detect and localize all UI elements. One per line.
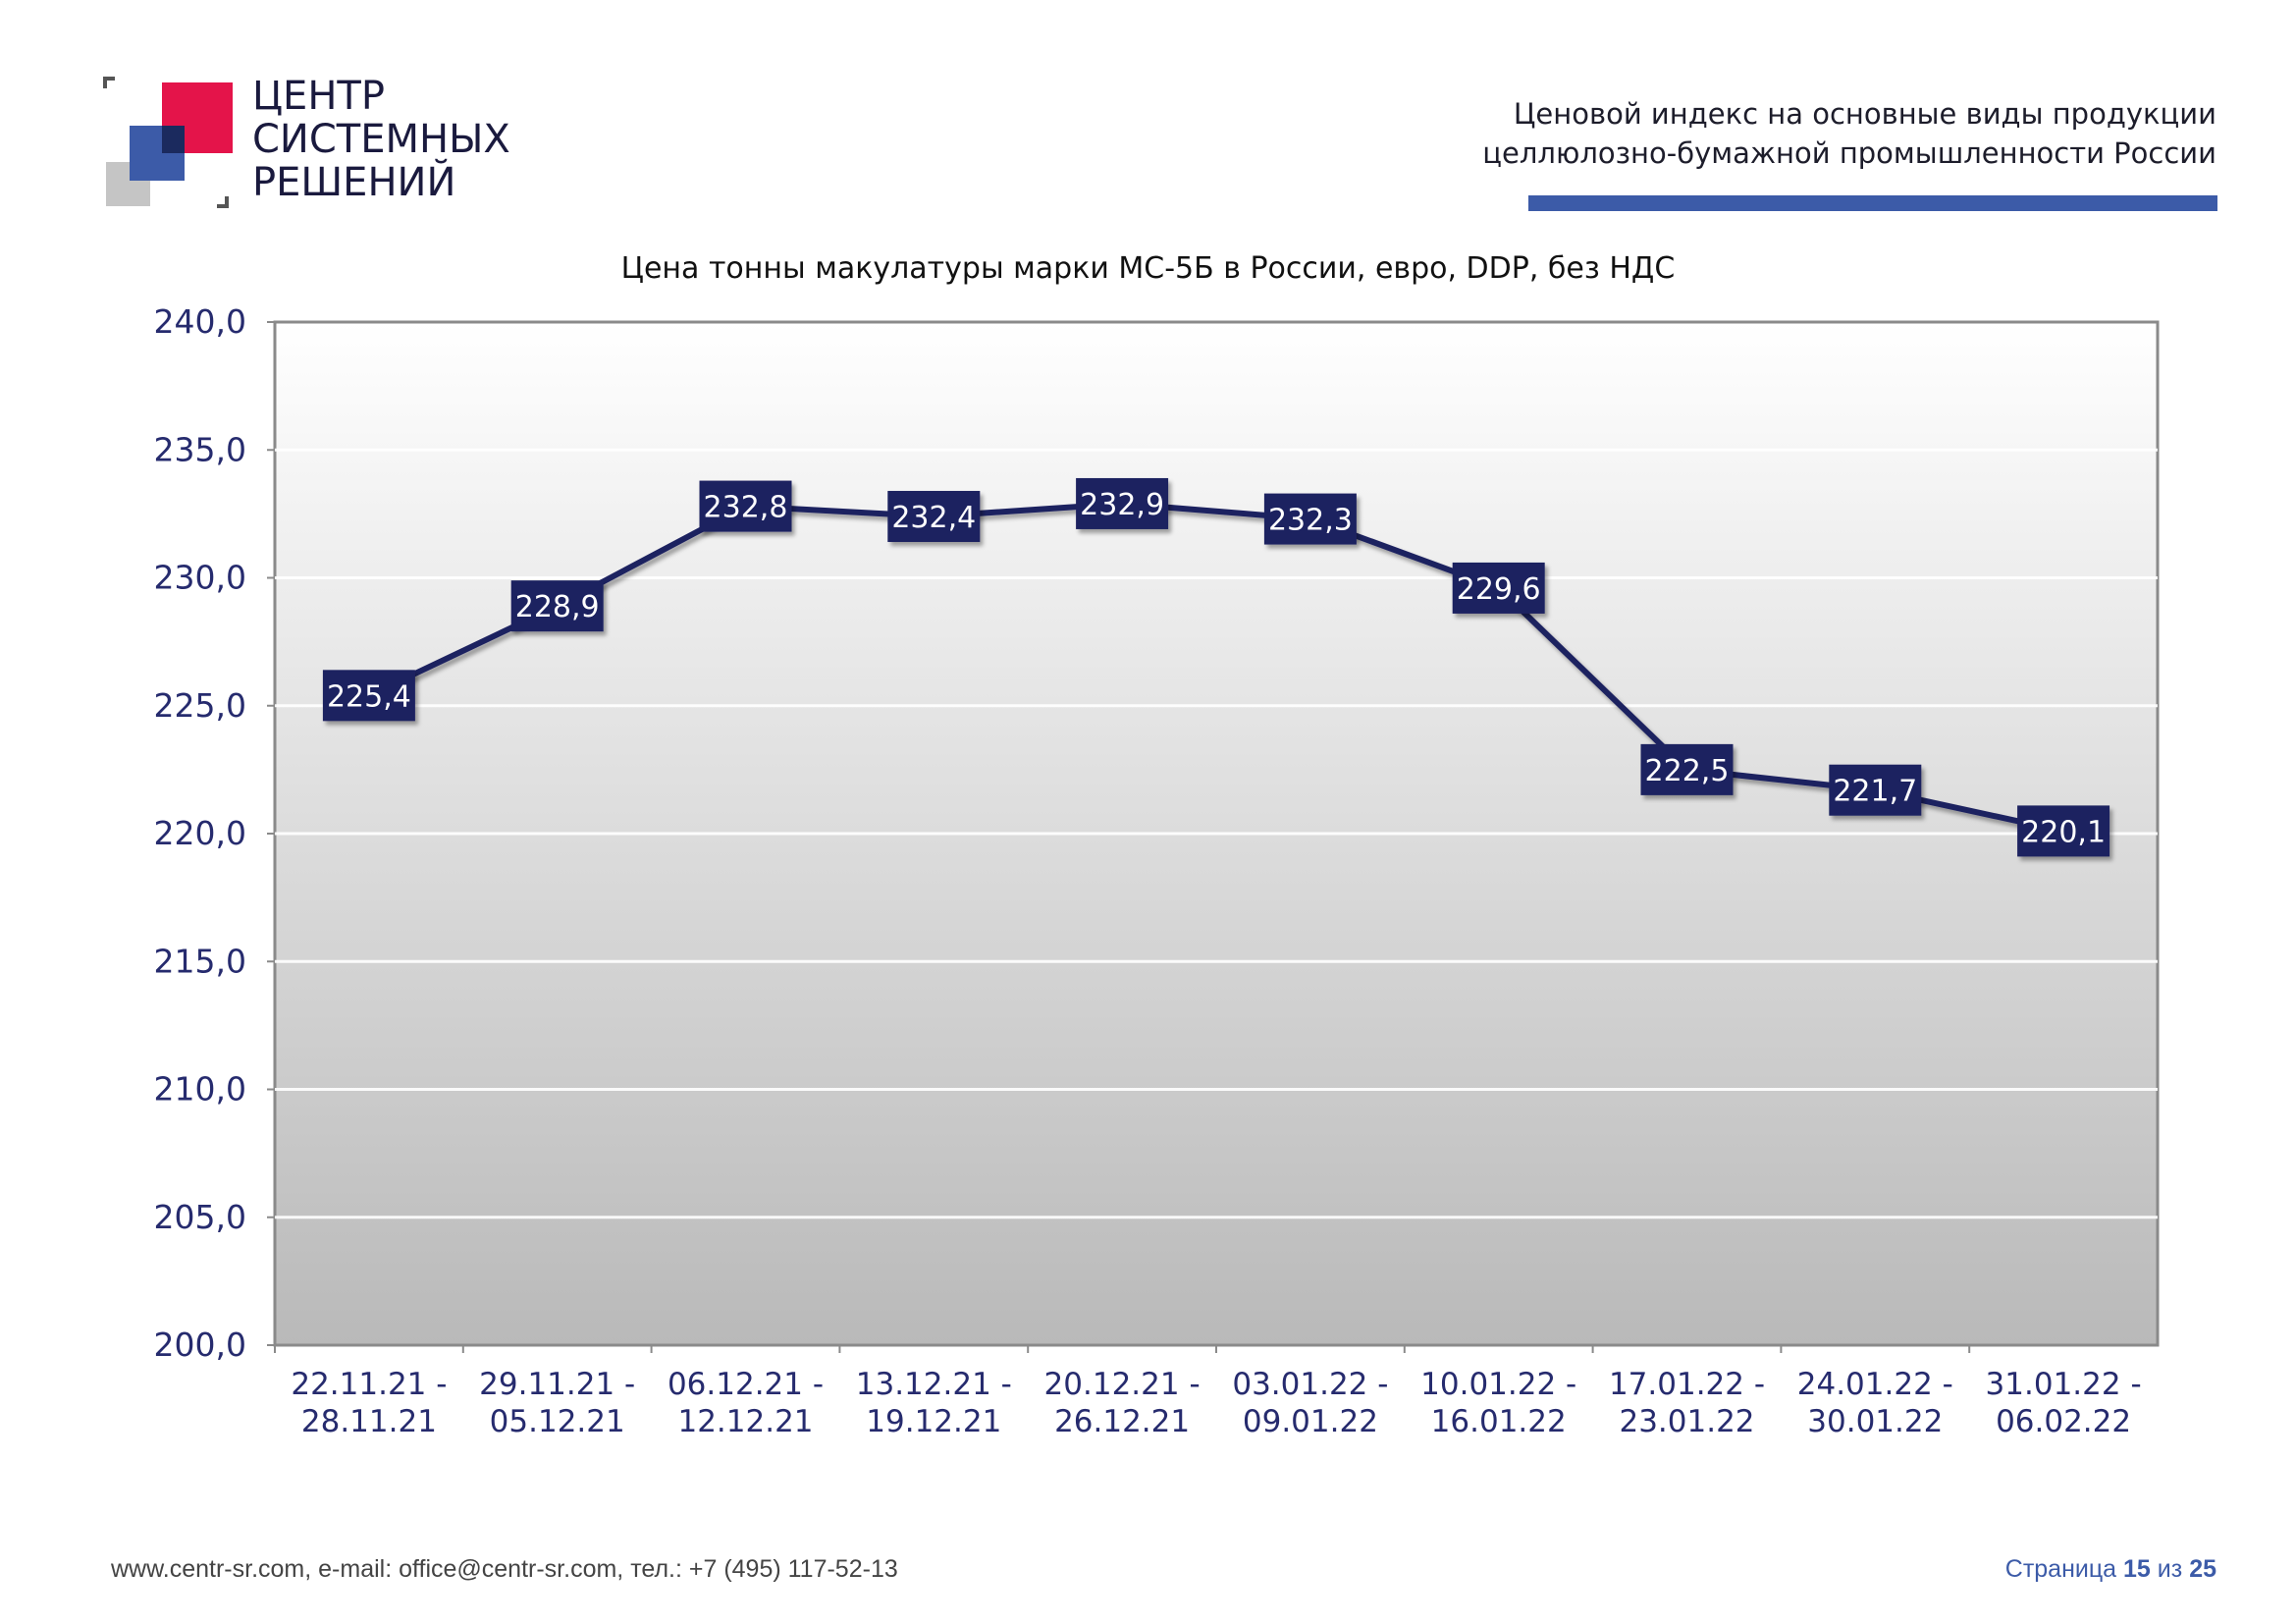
data-label-text: 228,9	[515, 590, 600, 624]
data-label-box	[699, 480, 792, 532]
x-tick-label: 29.11.21 -	[479, 1367, 635, 1402]
header-accent-bar	[1528, 195, 2217, 211]
data-label-text: 225,4	[327, 679, 411, 714]
footer-contacts: www.centr-sr.com, e-mail: office@centr-s…	[111, 1555, 898, 1583]
x-tick-label: 26.12.21	[1054, 1404, 1190, 1439]
data-label-box	[1640, 743, 1734, 795]
data-label: 232,8	[699, 480, 792, 532]
x-tick-label: 24.01.22 -	[1797, 1367, 1953, 1402]
x-tick-label: 03.01.22 -	[1232, 1367, 1388, 1402]
data-label-box	[1263, 493, 1357, 545]
series-line	[367, 500, 2064, 835]
x-tick-label: 12.12.21	[677, 1404, 813, 1439]
y-tick-label: 200,0	[154, 1326, 246, 1364]
data-label-text: 232,4	[891, 501, 976, 535]
report-title: Ценовой индекс на основные виды продукци…	[1482, 94, 2216, 173]
logo-corner-tl	[103, 77, 115, 81]
logo-line-2: СИСТЕМНЫХ	[252, 117, 510, 162]
x-tick-label: 30.01.22	[1807, 1404, 1943, 1439]
data-label-box	[1829, 764, 1922, 816]
x-tick-label: 22.11.21 -	[291, 1367, 447, 1402]
data-label-box	[887, 490, 981, 542]
y-tick-label: 215,0	[154, 942, 246, 980]
y-tick-label: 210,0	[154, 1070, 246, 1109]
logo-line-3: РЕШЕНИЙ	[252, 160, 456, 205]
data-label: 222,5	[1640, 743, 1734, 795]
x-tick-label: 23.01.22	[1619, 1404, 1754, 1439]
report-title-line-1: Ценовой индекс на основные виды продукци…	[1513, 97, 2216, 131]
y-tick-label: 205,0	[154, 1198, 246, 1236]
y-tick-label: 220,0	[154, 814, 246, 852]
data-label-text: 222,5	[1645, 754, 1730, 788]
x-tick-label: 17.01.22 -	[1609, 1367, 1765, 1402]
x-tick-label: 16.01.22	[1431, 1404, 1567, 1439]
page-indicator: Страница 15 из 25	[2005, 1555, 2216, 1584]
data-label: 225,4	[322, 670, 415, 722]
data-label-box	[322, 670, 415, 722]
page-number: 15	[2123, 1555, 2151, 1583]
x-tick-label: 10.01.22 -	[1420, 1367, 1576, 1402]
x-tick-label: 20.12.21 -	[1044, 1367, 1201, 1402]
y-tick-label: 230,0	[154, 559, 246, 597]
data-label-box	[1076, 477, 1169, 529]
x-tick-label: 28.11.21	[301, 1404, 437, 1439]
x-tick-label: 05.12.21	[490, 1404, 625, 1439]
data-label: 232,4	[887, 490, 981, 542]
page-of-word: из	[2157, 1555, 2183, 1583]
logo-corner-br	[217, 204, 229, 208]
data-label-text: 232,8	[704, 491, 788, 525]
data-label-text: 232,9	[1080, 488, 1164, 522]
data-label-text: 229,6	[1457, 572, 1541, 607]
x-tick-label: 06.12.21 -	[667, 1367, 824, 1402]
y-tick-label: 235,0	[154, 430, 246, 468]
data-label-box	[510, 580, 604, 632]
chart-title: Цена тонны макулатуры марки МС-5Б в Росс…	[620, 251, 1676, 286]
x-tick-label: 06.02.22	[1996, 1404, 2131, 1439]
report-title-line-2: целлюлозно-бумажной промышленности Росси…	[1482, 136, 2216, 170]
company-logo	[103, 77, 233, 208]
x-tick-label: 31.01.22 -	[1986, 1367, 2142, 1402]
y-tick-label: 225,0	[154, 686, 246, 725]
data-label-box	[2017, 805, 2110, 857]
x-tick-label: 19.12.21	[866, 1404, 1001, 1439]
logo-line-1: ЦЕНТР	[252, 74, 385, 119]
data-label: 228,9	[510, 580, 604, 632]
data-label: 232,3	[1263, 493, 1357, 545]
data-label: 232,9	[1076, 477, 1169, 529]
data-label: 221,7	[1829, 764, 1922, 816]
data-label-box	[1452, 562, 1545, 614]
data-label: 229,6	[1452, 562, 1545, 614]
page-total: 25	[2189, 1555, 2216, 1583]
x-tick-label: 13.12.21 -	[856, 1367, 1012, 1402]
page-word: Страница	[2004, 1555, 2117, 1583]
data-label-text: 232,3	[1268, 504, 1353, 538]
logo-overlap-square	[162, 126, 185, 153]
x-tick-label: 09.01.22	[1243, 1404, 1378, 1439]
data-label-text: 221,7	[1833, 775, 1917, 809]
logo-text: ЦЕНТР СИСТЕМНЫХ РЕШЕНИЙ	[252, 75, 510, 204]
data-label: 220,1	[2017, 805, 2110, 857]
data-label-text: 220,1	[2021, 815, 2106, 849]
y-tick-label: 240,0	[154, 302, 246, 341]
